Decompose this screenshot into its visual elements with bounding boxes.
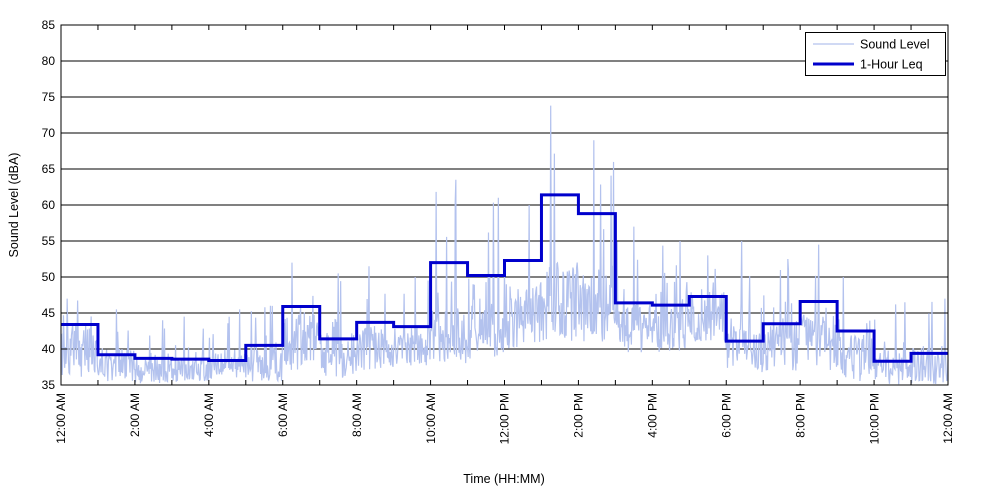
y-tick-label-45: 45 [42,306,56,320]
x-tick-label-8: 4:00 PM [646,393,660,438]
legend-sound-level-label: Sound Level [860,37,930,51]
y-tick-label-55: 55 [42,234,56,248]
x-tick-label-3: 6:00 AM [276,393,290,437]
legend-leq-label: 1-Hour Leq [860,57,923,71]
leq-step-series [61,193,948,363]
y-tick-label-65: 65 [42,162,56,176]
y-tick-label-50: 50 [42,270,56,284]
x-tick-label-7: 2:00 PM [572,393,586,438]
x-tick-label-2: 4:00 AM [202,393,216,437]
x-tick-labels: 12:00 AM 2:00 AM 4:00 AM 6:00 AM 8:00 AM 10:0… [54,393,955,444]
x-tick-label-4: 8:00 AM [350,393,364,437]
y-tick-label-70: 70 [42,126,56,140]
y-tick-label-35: 35 [42,378,56,392]
y-tick-label-85: 85 [42,18,56,32]
legend-box [805,32,946,76]
leq-step-line [61,193,948,363]
y-tick-label-80: 80 [42,54,56,68]
x-tick-label-12: 12:00 AM [941,393,955,444]
gridlines [61,60,948,350]
y-tick-labels: 35 40 45 50 55 60 65 70 75 80 85 [42,18,56,392]
sound-level-series [60,105,949,385]
x-tick-label-5: 10:00 AM [424,393,438,444]
sound-level-trace [60,105,949,385]
x-tick-label-10: 8:00 PM [793,393,807,438]
y-axis-label: Sound Level (dBA) [7,153,21,258]
x-tick-label-6: 12:00 PM [498,393,512,444]
axes-frame-and-ticks [60,24,949,386]
y-tick-label-75: 75 [42,90,56,104]
x-tick-label-9: 6:00 PM [719,393,733,438]
x-axis-label: Time (HH:MM) [463,472,544,486]
x-tick-label-0: 12:00 AM [54,393,68,444]
x-tick-label-1: 2:00 AM [128,393,142,437]
y-tick-label-60: 60 [42,198,56,212]
legend: Sound Level 1-Hour Leq [805,32,946,76]
x-tick-label-11: 10:00 PM [867,393,881,444]
y-tick-label-40: 40 [42,342,56,356]
